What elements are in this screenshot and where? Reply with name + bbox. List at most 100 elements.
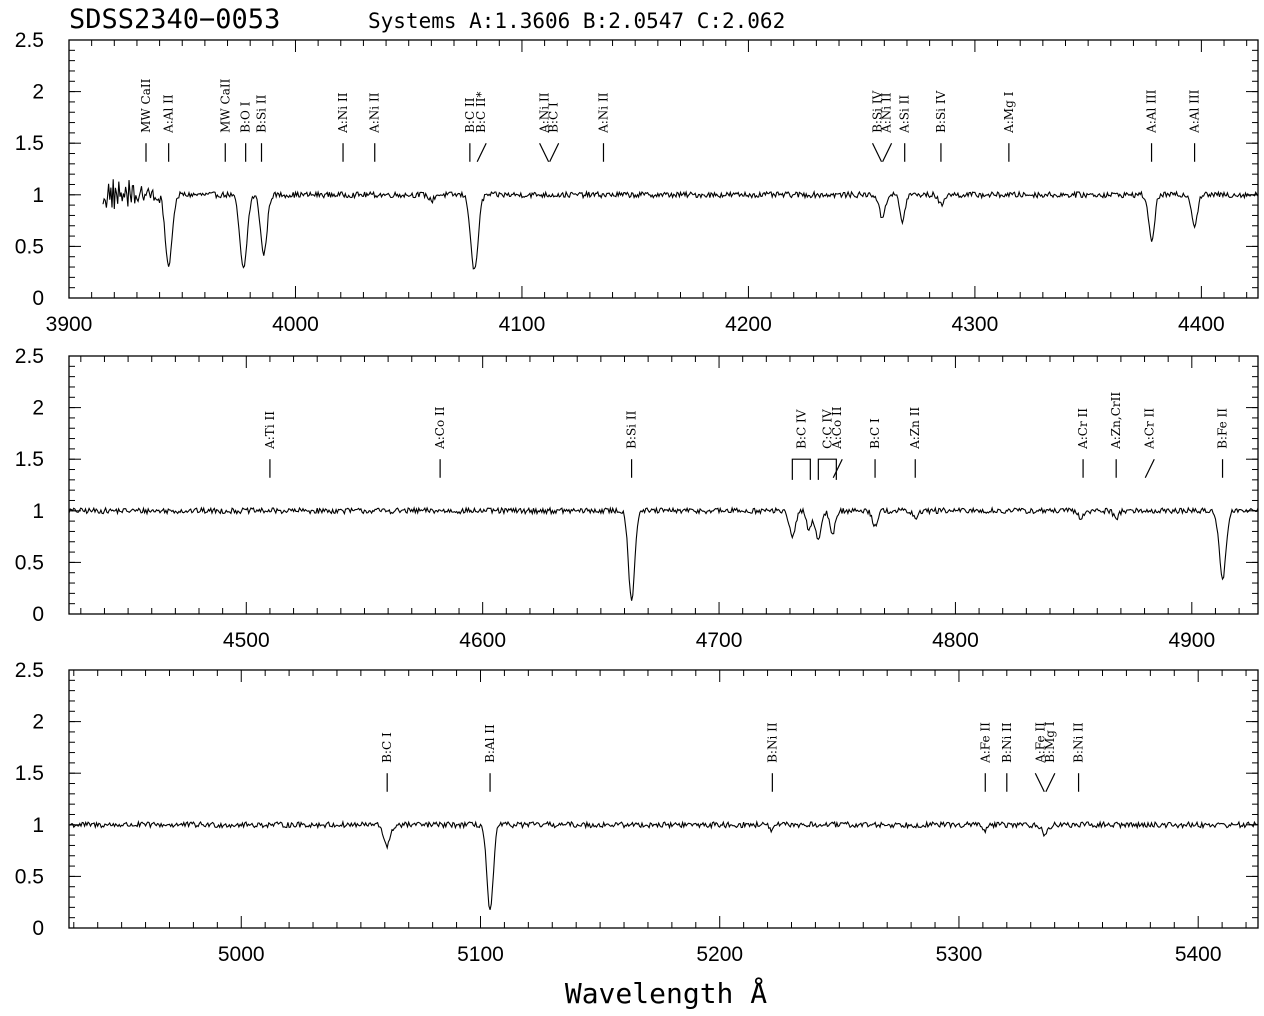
line-marker-label: B:Ni II (1072, 722, 1086, 763)
x-tick-label: 4100 (499, 313, 546, 336)
line-marker-label: B:C I (380, 732, 394, 763)
x-tick-label: 4400 (1178, 313, 1225, 336)
x-tick-label: 5200 (696, 943, 743, 966)
line-marker-label: A:Co II (433, 406, 447, 450)
marker-tick (476, 142, 487, 163)
y-tick-label: 2.5 (15, 29, 44, 52)
line-marker: A:Co II (433, 406, 447, 478)
line-marker-label: A:Mg I (1002, 91, 1016, 133)
line-marker: C:C IV (817, 409, 837, 480)
line-marker-label: A:Al II (162, 94, 176, 134)
marker-tick (1045, 772, 1056, 793)
line-marker: B:Si IV (871, 90, 885, 163)
line-marker-label: B:Ni II (1000, 722, 1014, 763)
x-tick-label: 5100 (457, 943, 504, 966)
line-marker: A:Cr II (1076, 408, 1090, 478)
x-tick-label: 5400 (1175, 943, 1222, 966)
line-marker-label: A:Ni II (538, 92, 552, 134)
y-tick-label: 0.5 (15, 865, 44, 888)
line-marker-label: B:C II (463, 97, 477, 133)
line-marker: B:Al II (483, 724, 497, 792)
line-marker: A:Zn,CrII (1109, 392, 1123, 478)
line-marker-label: A:Zn,CrII (1109, 392, 1123, 450)
y-tick-label: 0.5 (15, 235, 44, 258)
marker-tick (1144, 458, 1155, 479)
line-marker-label: B:C I (547, 102, 561, 133)
line-marker-label: A:Fe II (978, 722, 992, 764)
figure-title: SDSS2340−0053 (69, 4, 280, 35)
line-marker-label: B:Fe II (1216, 408, 1230, 449)
marker-tick (871, 142, 883, 163)
marker-tick (549, 142, 560, 163)
y-tick-label: 2.5 (15, 659, 44, 682)
y-tick-label: 2 (32, 711, 44, 734)
line-marker: B:C IV (791, 409, 811, 480)
line-marker: B:Ni II (1072, 722, 1086, 792)
marker-tick (1034, 772, 1045, 793)
line-marker: MW CaII (218, 78, 232, 162)
spectrum-panel-2: 0 0.5 1 1.5 2 2.5 4500 4600 4700 4800 4900 A:Ti II A… (15, 345, 1259, 652)
marker-bracket (817, 458, 837, 480)
spectrum-line (68, 819, 1259, 910)
line-marker-label: A:Ti II (263, 411, 277, 450)
y-tick-label: 1 (32, 814, 44, 837)
marker-tick (539, 142, 550, 163)
line-marker: B:Ni II (1000, 722, 1014, 792)
line-marker-label: B:O I (239, 101, 253, 133)
line-marker-label: A:Al III (1145, 89, 1159, 134)
line-marker-label: A:Cr II (1142, 408, 1156, 450)
line-marker: B:C II* (474, 92, 488, 163)
line-marker-label: C:C IV (820, 409, 834, 449)
line-marker-label: B:Si IV (871, 90, 885, 132)
x-tick-label: 3900 (46, 313, 93, 336)
line-marker: B:C I (868, 418, 882, 478)
plot-frame (68, 355, 1259, 615)
line-marker: A:Zn II (908, 407, 922, 478)
x-tick-label: 5300 (936, 943, 983, 966)
line-marker: B:C II (463, 97, 477, 162)
x-tick-label: 4700 (696, 629, 743, 652)
y-tick-label: 2.5 (15, 345, 44, 368)
line-marker-label: A:Ni II (880, 92, 894, 134)
line-marker-label: A:Ni II (597, 92, 611, 134)
line-marker-label: B:Mg I (1043, 721, 1057, 763)
line-marker-label: B:C II* (474, 92, 488, 133)
line-marker-label: A:Si II (898, 95, 912, 134)
y-tick-label: 1.5 (15, 132, 44, 155)
x-axis-label: Wavelength Å (565, 976, 767, 1010)
spectrum-line (102, 179, 1259, 270)
x-tick-label: 4600 (459, 629, 506, 652)
spectrum-panel-3: 0 0.5 1 1.5 2 2.5 5000 5100 5200 5300 5400 B:C I B:A… (15, 659, 1259, 966)
line-marker-label: B:C I (868, 418, 882, 449)
spectrum-line (68, 506, 1259, 601)
line-marker-label: B:Si IV (934, 90, 948, 132)
line-marker: A:Al III (1188, 89, 1202, 162)
line-marker-label: B:Si II (625, 410, 639, 448)
line-marker: B:Si IV (934, 90, 948, 162)
figure-subtitle: Systems A:1.3606 B:2.0547 C:2.062 (368, 9, 785, 33)
line-marker: A:Co II (830, 406, 844, 479)
marker-tick (832, 458, 843, 479)
line-marker: B:O I (239, 101, 253, 162)
line-marker: A:Cr II (1142, 408, 1156, 479)
line-marker: A:Ni II (336, 92, 350, 162)
line-marker-label: B:C IV (794, 409, 808, 449)
line-marker: A:Fe II (1033, 722, 1047, 793)
line-marker-label: A:Zn II (908, 407, 922, 450)
line-marker-label: MW CaII (139, 78, 153, 133)
line-marker: A:Si II (898, 95, 912, 162)
y-tick-label: 2 (32, 81, 44, 104)
line-marker: B:C I (547, 102, 561, 163)
y-tick-label: 1 (32, 500, 44, 523)
x-tick-label: 4200 (725, 313, 772, 336)
line-marker: A:Ni II (880, 92, 894, 163)
line-marker-label: A:Ni II (336, 92, 350, 134)
plot-frame (68, 669, 1259, 929)
marker-tick (882, 142, 893, 163)
line-marker-label: A:Ni II (368, 92, 382, 134)
line-marker: A:Ni II (538, 92, 552, 163)
y-tick-label: 0 (32, 603, 44, 626)
y-tick-label: 1.5 (15, 448, 44, 471)
line-marker-label: B:Ni II (765, 722, 779, 763)
